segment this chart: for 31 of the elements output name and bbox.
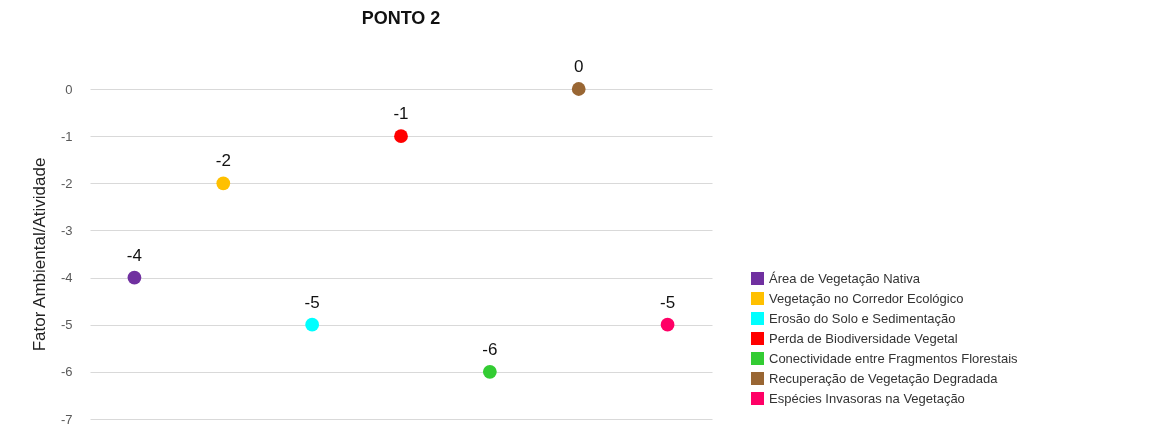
point (571, 82, 586, 96)
data-label: -6 (482, 339, 498, 359)
legend-label: Erosão do Solo e Sedimentação (769, 310, 956, 326)
y-tick-label: -6 (60, 364, 73, 380)
chart-title: PONTO 2 (361, 8, 441, 28)
y-tick-label: -5 (60, 317, 73, 333)
point (305, 317, 320, 332)
y-tick-label: -1 (60, 128, 73, 144)
point (394, 129, 408, 144)
legend-label: Conectividade entre Fragmentos Florestais (769, 350, 1019, 366)
point (660, 317, 675, 332)
y-tick-label: -7 (60, 411, 73, 427)
data-label: -2 (215, 151, 231, 171)
y-tick-label: -3 (60, 222, 73, 238)
point (127, 270, 142, 285)
legend-label: Vegetação no Corredor Ecológico (769, 290, 964, 306)
point (216, 176, 231, 191)
point (482, 364, 497, 379)
legend-label: Espécies Invasoras na Vegetação (769, 390, 965, 406)
data-label: -5 (660, 292, 676, 312)
y-tick-label: -2 (60, 175, 73, 191)
legend-label: Área de Vegetação Nativa (769, 270, 921, 286)
y-tick-label: -4 (60, 270, 73, 286)
data-label: -1 (393, 104, 409, 124)
data-label: -5 (304, 292, 320, 312)
y-tick-label: 0 (65, 81, 73, 97)
legend-label: Recuperação de Vegetação Degradada (769, 370, 999, 386)
y-axis-title: Fator Ambiental/Atividade (29, 157, 49, 352)
legend-label: Perda de Biodiversidade Vegetal (769, 330, 958, 346)
data-label: 0 (573, 57, 584, 76)
data-label: -4 (126, 245, 142, 265)
